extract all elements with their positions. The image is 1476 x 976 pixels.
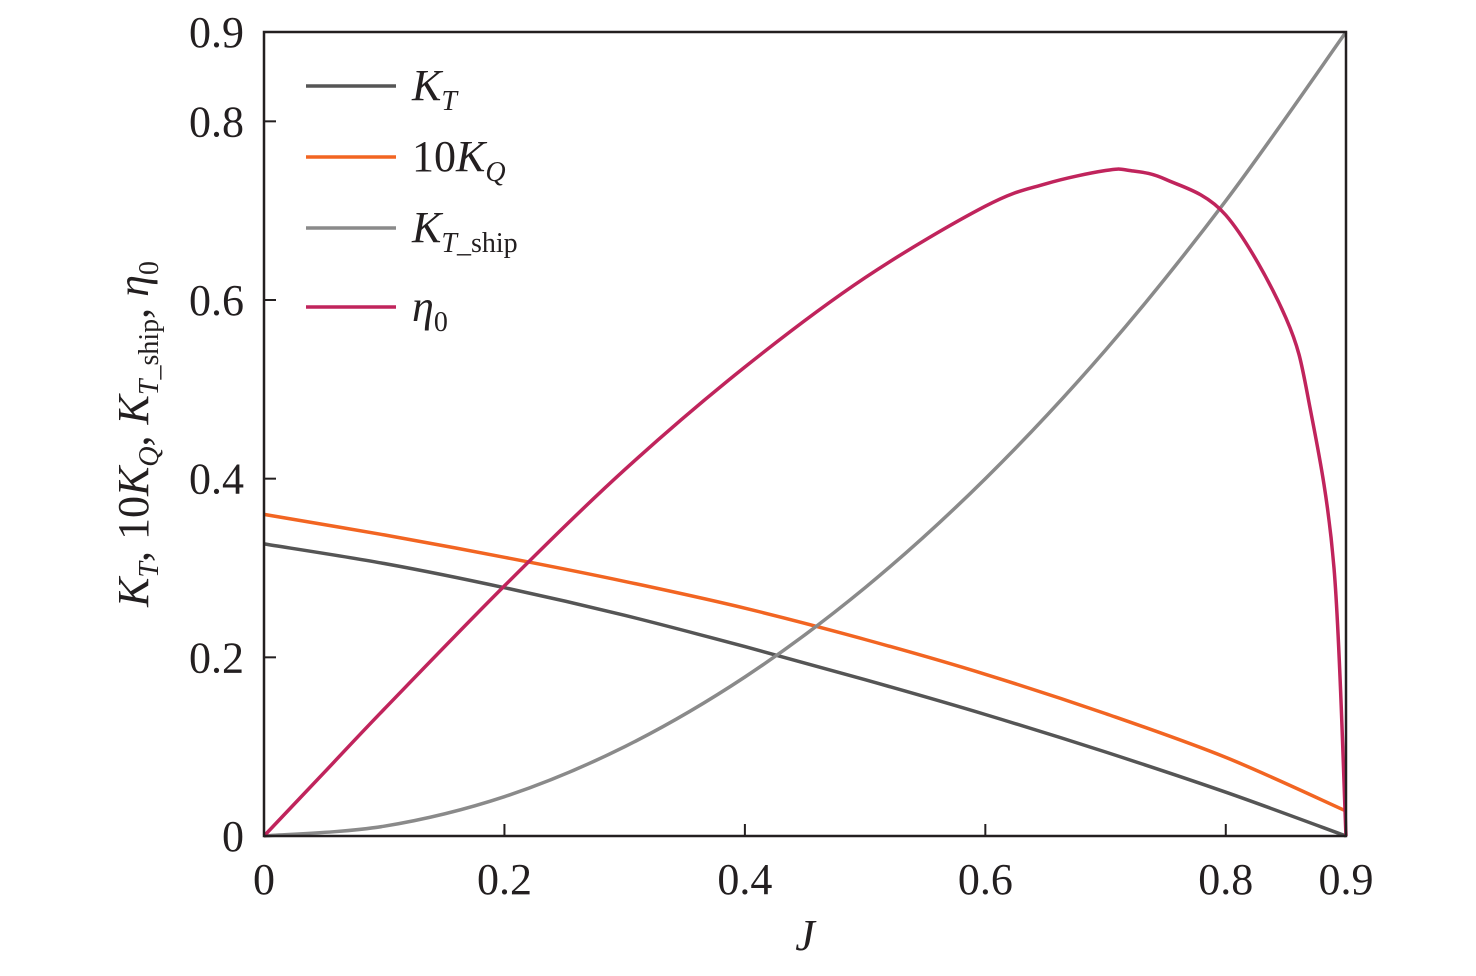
plot-frame	[262, 30, 1348, 838]
legend-label: 10KQ	[412, 132, 506, 188]
y-tick-label: 0.4	[189, 455, 244, 504]
y-axis-label: KT, 10KQ, KT_ship, η0	[109, 261, 165, 608]
legend-label: η0	[412, 282, 448, 338]
tick-layer: 0 0.2 0.4 0.6 0.8 0.9 0 0.2 0.4 0.6 0.8 0.9	[189, 8, 1374, 904]
x-tick-label: 0.8	[1198, 855, 1253, 904]
series-line-1	[263, 512, 1347, 813]
series-line-0	[263, 542, 1347, 838]
series-line-2	[263, 30, 1348, 838]
x-axis-label: J	[795, 911, 817, 960]
x-tick-label: 0.2	[477, 855, 532, 904]
x-tick-label: 0.6	[958, 855, 1013, 904]
y-tick-label: 0.2	[189, 633, 244, 682]
legend: KT 10KQ KT_ship η0	[306, 61, 518, 338]
y-tick-label: 0.9	[189, 8, 244, 57]
legend-label: KT_ship	[411, 203, 518, 259]
legend-label: KT	[411, 61, 459, 117]
x-tick-label: 0	[253, 855, 275, 904]
series-line-3	[262, 167, 1348, 838]
y-tick-label: 0.6	[189, 276, 244, 325]
svg-text:KT, 10KQ, KT_ship, η0: KT, 10KQ, KT_ship, η0	[109, 261, 165, 608]
x-tick-label: 0.9	[1319, 855, 1374, 904]
y-tick-label: 0	[222, 812, 244, 861]
x-tick-label: 0.4	[717, 855, 772, 904]
y-tick-label: 0.8	[189, 97, 244, 146]
series-layer	[262, 30, 1348, 838]
